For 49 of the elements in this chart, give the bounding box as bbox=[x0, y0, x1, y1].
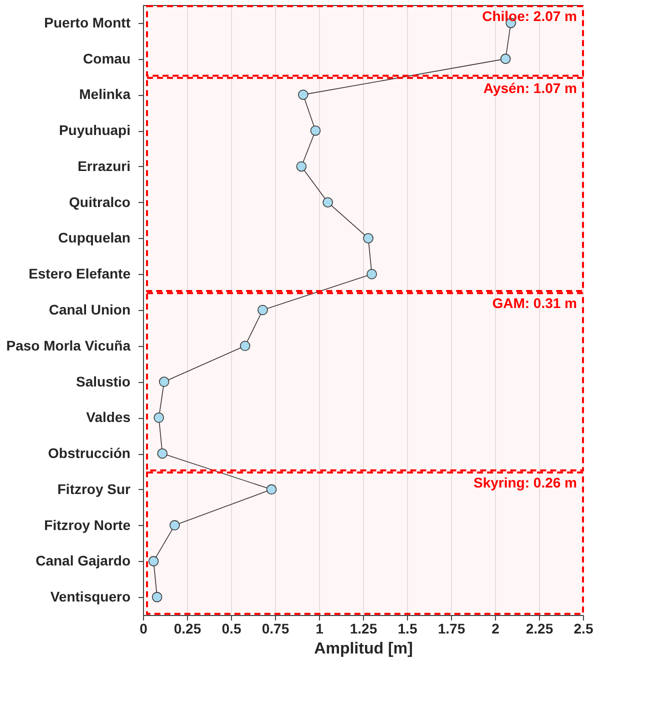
y-tick-label: Errazuri bbox=[78, 158, 130, 174]
x-tick-label: 0 bbox=[140, 620, 148, 636]
point bbox=[266, 484, 277, 495]
y-tick-label: Obstrucción bbox=[48, 445, 130, 462]
band-label: Skyring: 0.26 m bbox=[474, 474, 577, 491]
x-tick-label: 0.5 bbox=[222, 620, 242, 636]
point bbox=[363, 233, 374, 244]
x-axis-title: Amplitud [m] bbox=[314, 640, 413, 658]
point bbox=[240, 340, 250, 352]
x-tick-label: 0.75 bbox=[262, 620, 290, 636]
band-label: GAM: 0.31 m bbox=[492, 295, 577, 312]
point bbox=[152, 592, 162, 602]
y-tick-label: Cupquelan bbox=[58, 230, 130, 246]
y-tick-label: Comau bbox=[83, 50, 130, 66]
x-tick-label: 1.5 bbox=[398, 620, 418, 636]
point bbox=[158, 376, 170, 387]
y-tick-label: Quitralco bbox=[69, 194, 130, 210]
y-tick-label: Puerto Montt bbox=[44, 14, 131, 30]
point bbox=[500, 54, 511, 64]
band-label: Chiloe: 2.07 m bbox=[482, 8, 577, 24]
x-tick-label: 1.75 bbox=[438, 620, 466, 636]
y-tick-label: Salustio bbox=[76, 373, 130, 390]
x-tick-label: 0.25 bbox=[174, 620, 202, 636]
point bbox=[154, 412, 164, 423]
point bbox=[310, 125, 321, 136]
y-tick-label: Melinka bbox=[79, 86, 131, 102]
point bbox=[366, 268, 377, 280]
band-label: Aysén: 1.07 m bbox=[483, 80, 577, 96]
point bbox=[298, 90, 308, 100]
y-tick-label: Paso Morla Vicuña bbox=[6, 337, 131, 354]
y-tick-label: Fitzroy Sur bbox=[57, 480, 132, 497]
point bbox=[148, 556, 159, 566]
y-tick-label: Canal Gajardo bbox=[36, 552, 130, 569]
point bbox=[170, 520, 180, 530]
y-tick-label: Puyuhuapi bbox=[58, 122, 130, 138]
y-tick-label: Estero Elefante bbox=[28, 266, 131, 282]
y-tick-label: Ventisquero bbox=[50, 588, 130, 605]
point bbox=[258, 304, 268, 316]
x-tick-label: 1 bbox=[316, 620, 324, 636]
point bbox=[296, 161, 307, 172]
x-tick-label: 2.25 bbox=[526, 620, 554, 636]
y-tick-label: Fitzroy Norte bbox=[44, 516, 131, 533]
point bbox=[322, 197, 333, 208]
y-tick-label: Canal Union bbox=[48, 302, 130, 318]
y-tick-label: Valdes bbox=[86, 409, 131, 426]
x-tick-label: 2 bbox=[492, 620, 500, 636]
x-tick-label: 1.25 bbox=[350, 620, 378, 636]
x-tick-label: 2.5 bbox=[574, 620, 594, 636]
point bbox=[157, 448, 168, 459]
